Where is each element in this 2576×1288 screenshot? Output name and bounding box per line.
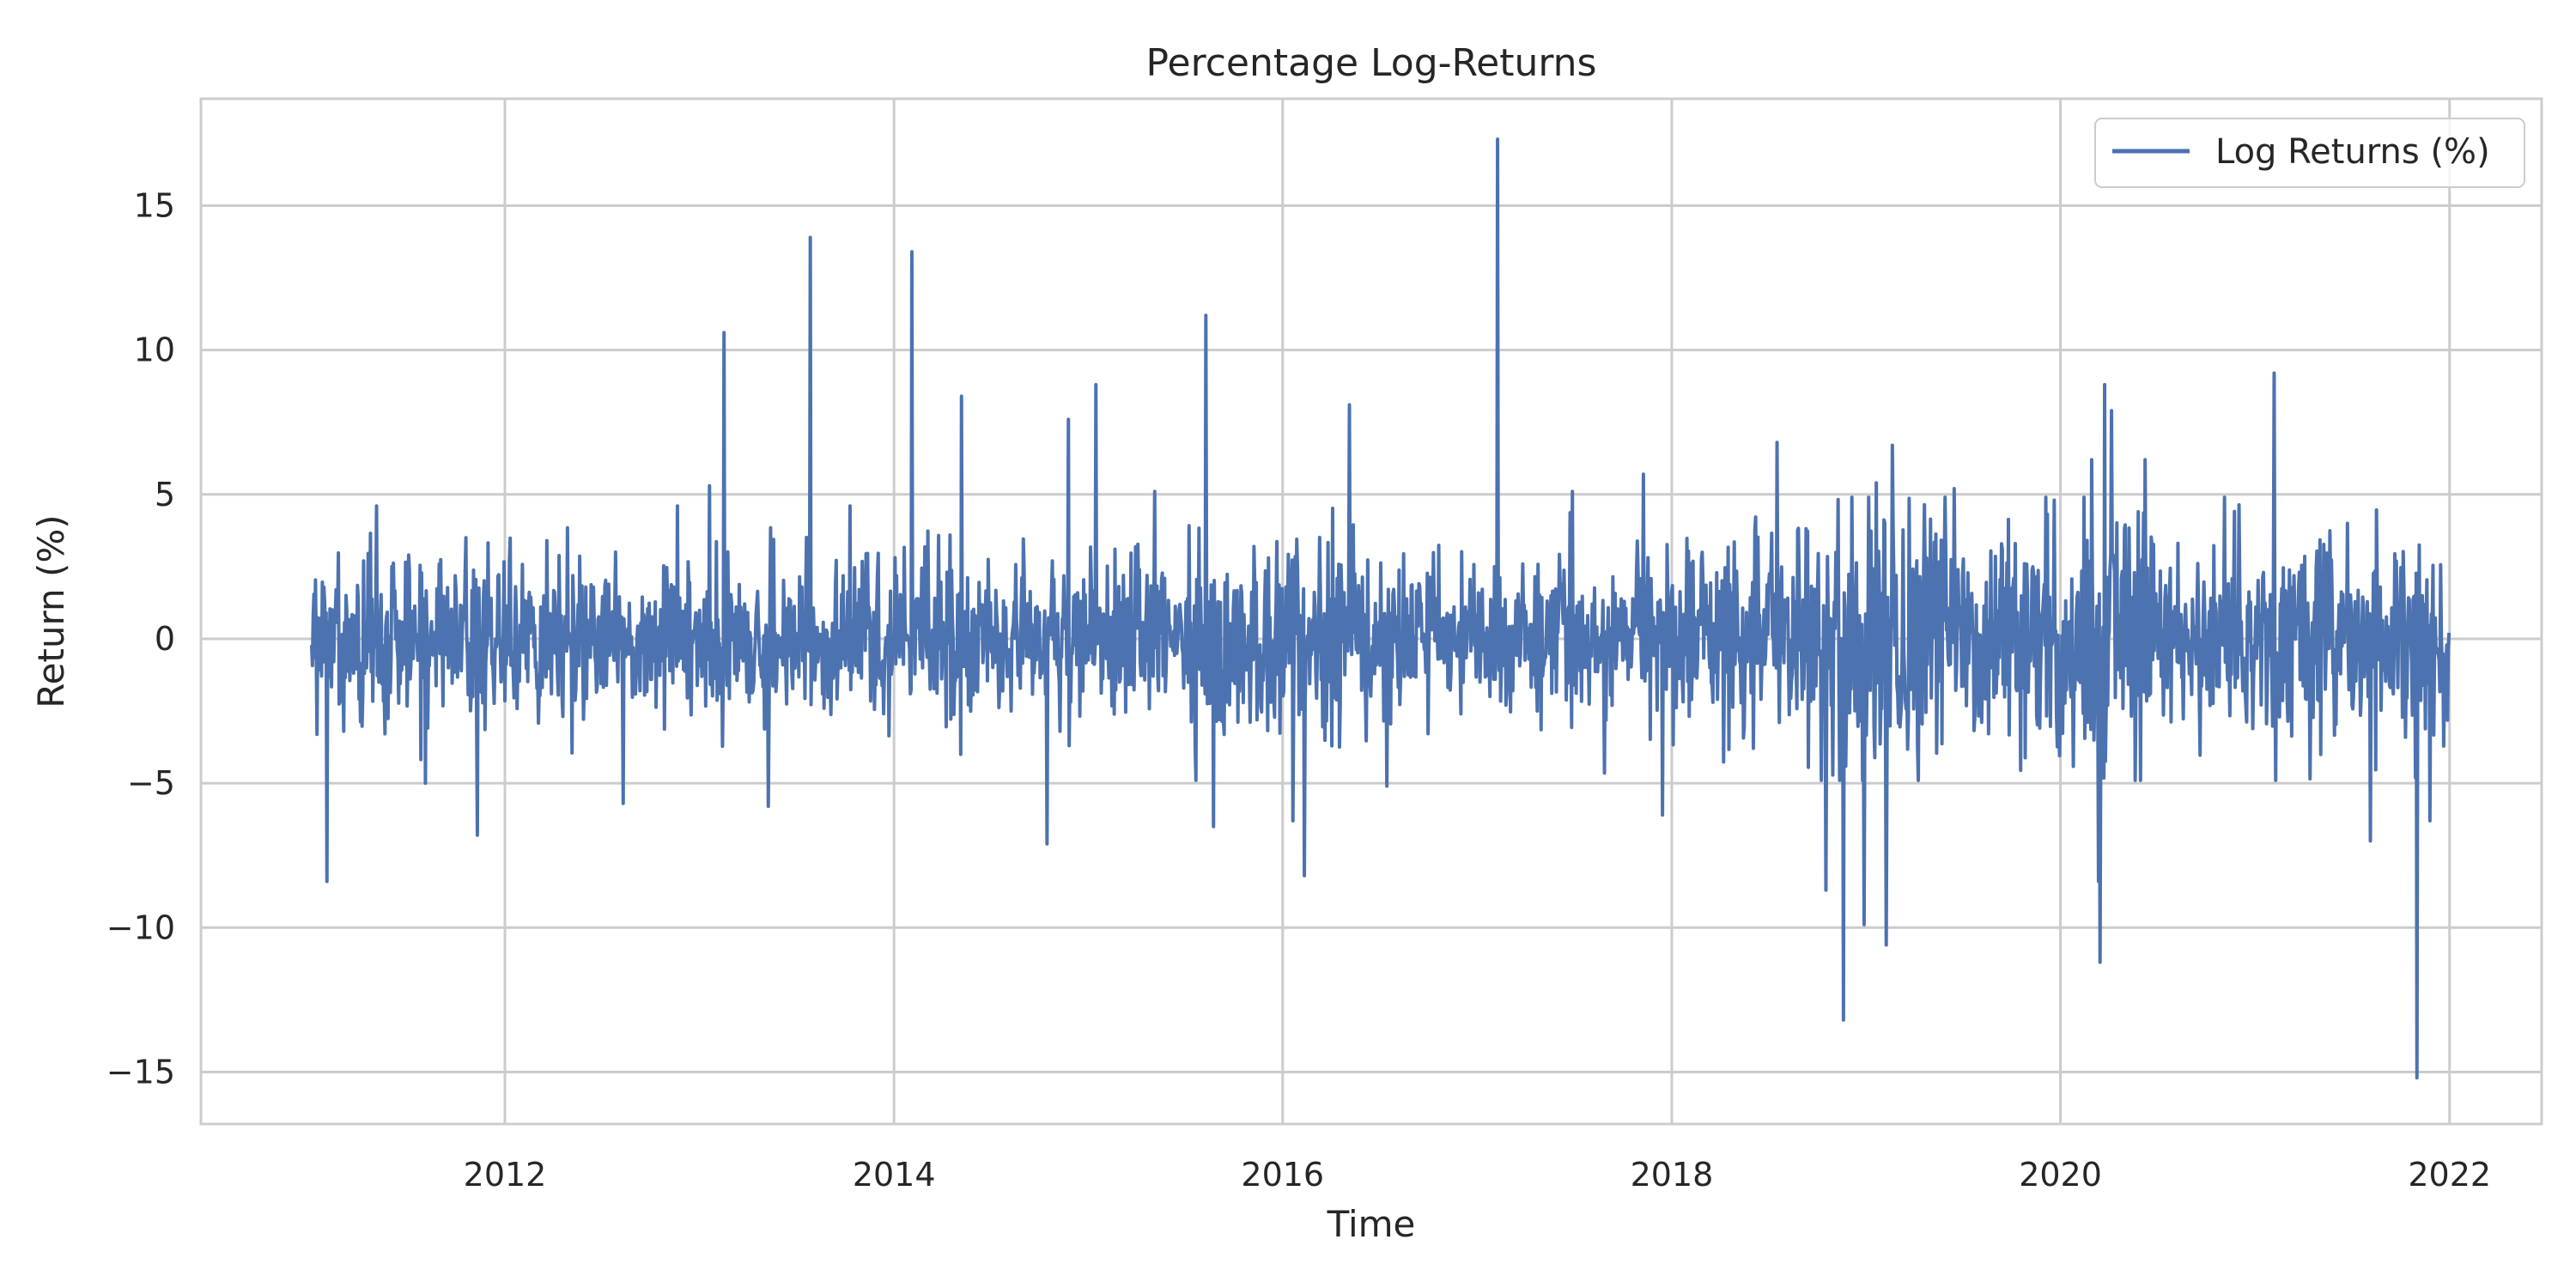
- series-layer: [309, 137, 2451, 1080]
- x-tick-label-2020: 2020: [2019, 1156, 2102, 1194]
- x-tick-label-2022: 2022: [2408, 1156, 2491, 1194]
- x-axis-title: Time: [1327, 1203, 1416, 1245]
- legend: Log Returns (%): [2094, 118, 2525, 188]
- x-tick-label-2016: 2016: [1241, 1156, 1324, 1194]
- y-tick-label-3: 0: [155, 620, 175, 658]
- y-tick-label-5: −10: [106, 908, 175, 946]
- tick-labels: 2012 2014 2016 2018 2020 2022 15 10 5 0 −5 −10 −15: [106, 186, 2491, 1194]
- x-tick-label-2014: 2014: [853, 1156, 936, 1194]
- y-tick-label-1: 10: [134, 331, 175, 369]
- series-line-log-returns: [309, 137, 2451, 1080]
- chart-title: Percentage Log-Returns: [1146, 41, 1597, 85]
- x-tick-label-2018: 2018: [1631, 1156, 1714, 1194]
- plot-frame: [199, 97, 2543, 1126]
- y-tick-label-6: −15: [106, 1053, 175, 1091]
- legend-box: [2094, 118, 2525, 188]
- y-tick-label-2: 5: [155, 476, 175, 513]
- y-tick-label-4: −5: [127, 764, 175, 802]
- x-tick-label-2012: 2012: [464, 1156, 547, 1194]
- y-axis-title: Return (%): [30, 514, 72, 708]
- y-tick-label-0: 15: [134, 186, 175, 224]
- legend-label-log-returns: Log Returns (%): [2215, 132, 2490, 172]
